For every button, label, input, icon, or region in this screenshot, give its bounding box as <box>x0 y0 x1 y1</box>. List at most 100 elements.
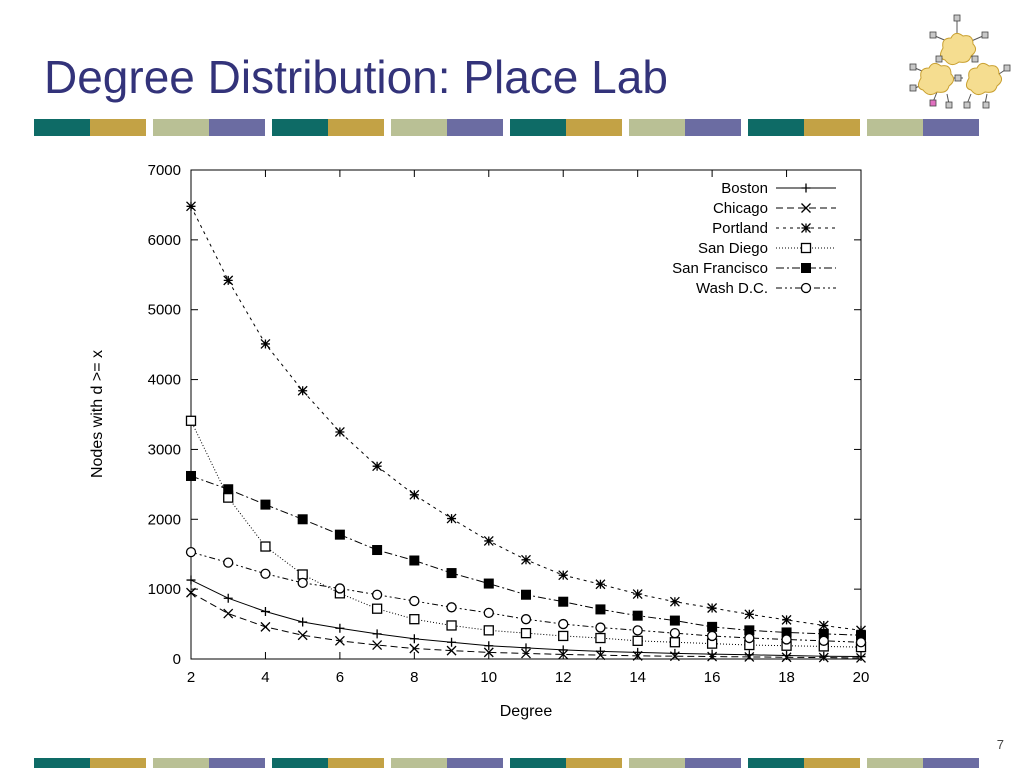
data-point <box>446 645 457 656</box>
data-point <box>223 557 234 568</box>
stripe-gap <box>741 758 748 768</box>
stripe-gap <box>146 119 153 136</box>
data-point <box>520 628 532 639</box>
data-point <box>409 555 420 566</box>
data-point <box>223 484 234 495</box>
y-tick-label: 4000 <box>148 372 181 389</box>
data-point <box>669 628 681 639</box>
stripe-gap <box>860 119 867 136</box>
x-tick-label: 8 <box>410 669 418 686</box>
x-axis-label: Degree <box>500 703 553 720</box>
data-point <box>483 535 494 546</box>
data-point <box>297 577 308 589</box>
x-tick-label: 18 <box>778 669 795 686</box>
page-number: 7 <box>996 737 1004 752</box>
data-point <box>223 593 233 603</box>
legend-label: San Francisco <box>672 260 768 277</box>
data-point <box>185 546 197 558</box>
y-tick-label: 3000 <box>148 441 181 458</box>
chart-legend: Boston Chicago Portland San Diego San Franci… <box>672 180 836 297</box>
stripe-gap <box>265 119 272 136</box>
data-point <box>334 583 346 594</box>
stripe-segment <box>328 119 384 136</box>
series-line <box>190 420 862 648</box>
legend-marker <box>801 263 811 273</box>
stripe-gap <box>741 119 748 136</box>
data-point <box>297 630 308 641</box>
stripe-segment <box>153 758 209 768</box>
y-tick-label: 5000 <box>148 302 181 319</box>
data-point <box>297 385 308 396</box>
data-point <box>818 620 829 631</box>
stripe-gap <box>622 119 629 136</box>
stripe-segment <box>923 119 979 136</box>
stripe-segment <box>34 119 90 136</box>
data-point <box>818 635 829 646</box>
data-point <box>781 634 792 645</box>
y-tick-label: 6000 <box>148 232 181 249</box>
x-tick-label: 14 <box>629 669 646 686</box>
data-point <box>558 618 569 630</box>
data-point <box>632 589 643 599</box>
stripe-segment <box>447 758 503 768</box>
legend-marker <box>800 282 812 294</box>
degree-distribution-chart: 2 4 6 8 10 12 14 16 18 20 0 1000 2000 3000 4000 5000 600… <box>89 162 870 720</box>
data-point <box>782 651 792 661</box>
data-point <box>744 651 755 662</box>
data-point <box>260 541 271 552</box>
data-point <box>334 529 345 540</box>
axis-ticks: 2 4 6 8 10 12 14 16 18 20 0 1000 2000 3000 4000 5000 600… <box>148 162 870 686</box>
data-point <box>260 499 271 510</box>
stripe-segment <box>804 758 860 768</box>
data-point <box>819 651 829 661</box>
data-point <box>706 630 718 642</box>
stripe-segment <box>923 758 979 768</box>
data-point <box>334 635 345 646</box>
legend-label: Chicago <box>713 200 768 217</box>
data-point <box>447 637 457 647</box>
data-point <box>297 569 308 580</box>
data-point <box>632 610 643 621</box>
data-point <box>223 275 234 286</box>
legend-label: Boston <box>721 180 768 197</box>
data-point <box>372 629 382 639</box>
data-point <box>707 621 718 632</box>
data-point <box>855 637 867 648</box>
data-point <box>781 614 792 625</box>
stripe-gap <box>622 758 629 768</box>
data-point <box>298 617 308 627</box>
stripe-segment <box>391 119 447 136</box>
stripe-segment <box>391 758 447 768</box>
legend-marker <box>800 242 812 254</box>
stripe-gap <box>503 119 510 136</box>
stripe-segment <box>272 758 328 768</box>
data-point <box>669 637 681 648</box>
data-point <box>744 632 755 644</box>
data-point <box>186 587 196 598</box>
stripe-segment <box>566 758 622 768</box>
data-point <box>595 650 606 661</box>
top-color-stripe <box>34 119 982 136</box>
data-point <box>669 596 680 607</box>
stripe-segment <box>629 119 685 136</box>
stripe-gap <box>503 758 510 768</box>
stripe-segment <box>209 119 265 136</box>
data-point <box>260 338 271 349</box>
data-point <box>223 492 234 503</box>
data-point <box>483 625 494 636</box>
data-point <box>818 652 829 663</box>
data-point <box>632 635 643 646</box>
stripe-gap <box>860 758 867 768</box>
data-point <box>669 651 680 662</box>
data-point <box>558 645 568 655</box>
data-point <box>521 648 531 659</box>
stripe-segment <box>510 758 566 768</box>
stripe-segment <box>447 119 503 136</box>
data-point <box>223 608 234 619</box>
legend-marker <box>801 203 811 213</box>
data-point <box>707 603 718 613</box>
stripe-segment <box>566 119 622 136</box>
stripe-gap <box>384 119 391 136</box>
data-point <box>595 604 606 615</box>
stripe-segment <box>867 119 923 136</box>
